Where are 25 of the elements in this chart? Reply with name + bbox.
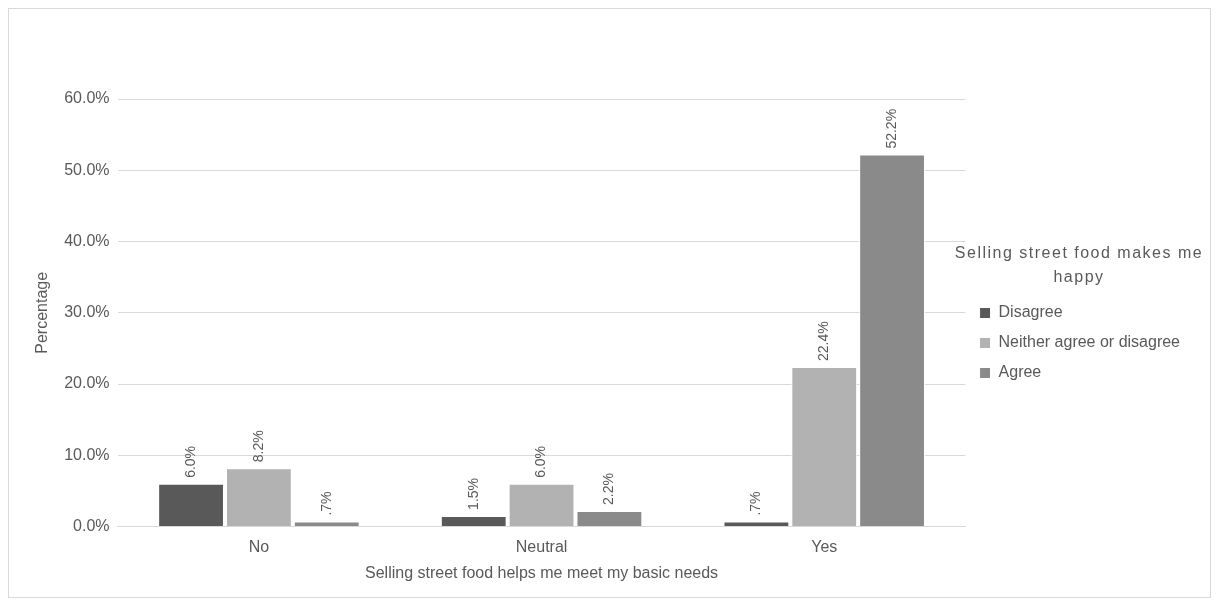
legend-label: Disagree <box>998 303 1063 321</box>
legend-title: Selling street food makes me happy <box>954 243 1204 287</box>
y-tick-label: 50.0% <box>64 160 110 178</box>
data-label: 6.0% <box>181 445 198 478</box>
y-axis-title: Percentage <box>33 271 51 354</box>
y-tick-label: 40.0% <box>64 231 110 249</box>
data-label: .7% <box>747 491 764 516</box>
y-tick-label: 10.0% <box>64 445 110 463</box>
y-tick-label: 0.0% <box>73 517 110 535</box>
x-axis-title: Selling street food helps me meet my basic needs <box>365 563 719 581</box>
data-label: 8.2% <box>249 430 266 463</box>
y-tick-label: 20.0% <box>64 374 110 392</box>
data-label: 2.2% <box>600 473 617 505</box>
data-label: 1.5% <box>464 477 481 510</box>
data-label: 6.0% <box>532 445 549 478</box>
data-label: 52.2% <box>882 108 899 149</box>
legend-label: Neither agree or disagree <box>998 333 1181 351</box>
y-tick-label: 30.0% <box>64 303 110 321</box>
y-tick-label: 60.0% <box>64 89 110 107</box>
data-label: 22.4% <box>815 321 832 361</box>
data-label: .7% <box>317 491 334 516</box>
x-tick-label: Yes <box>811 537 838 555</box>
legend-label: Agree <box>998 363 1042 381</box>
x-tick-label: No <box>248 537 270 555</box>
x-tick-label: Neutral <box>515 537 568 555</box>
